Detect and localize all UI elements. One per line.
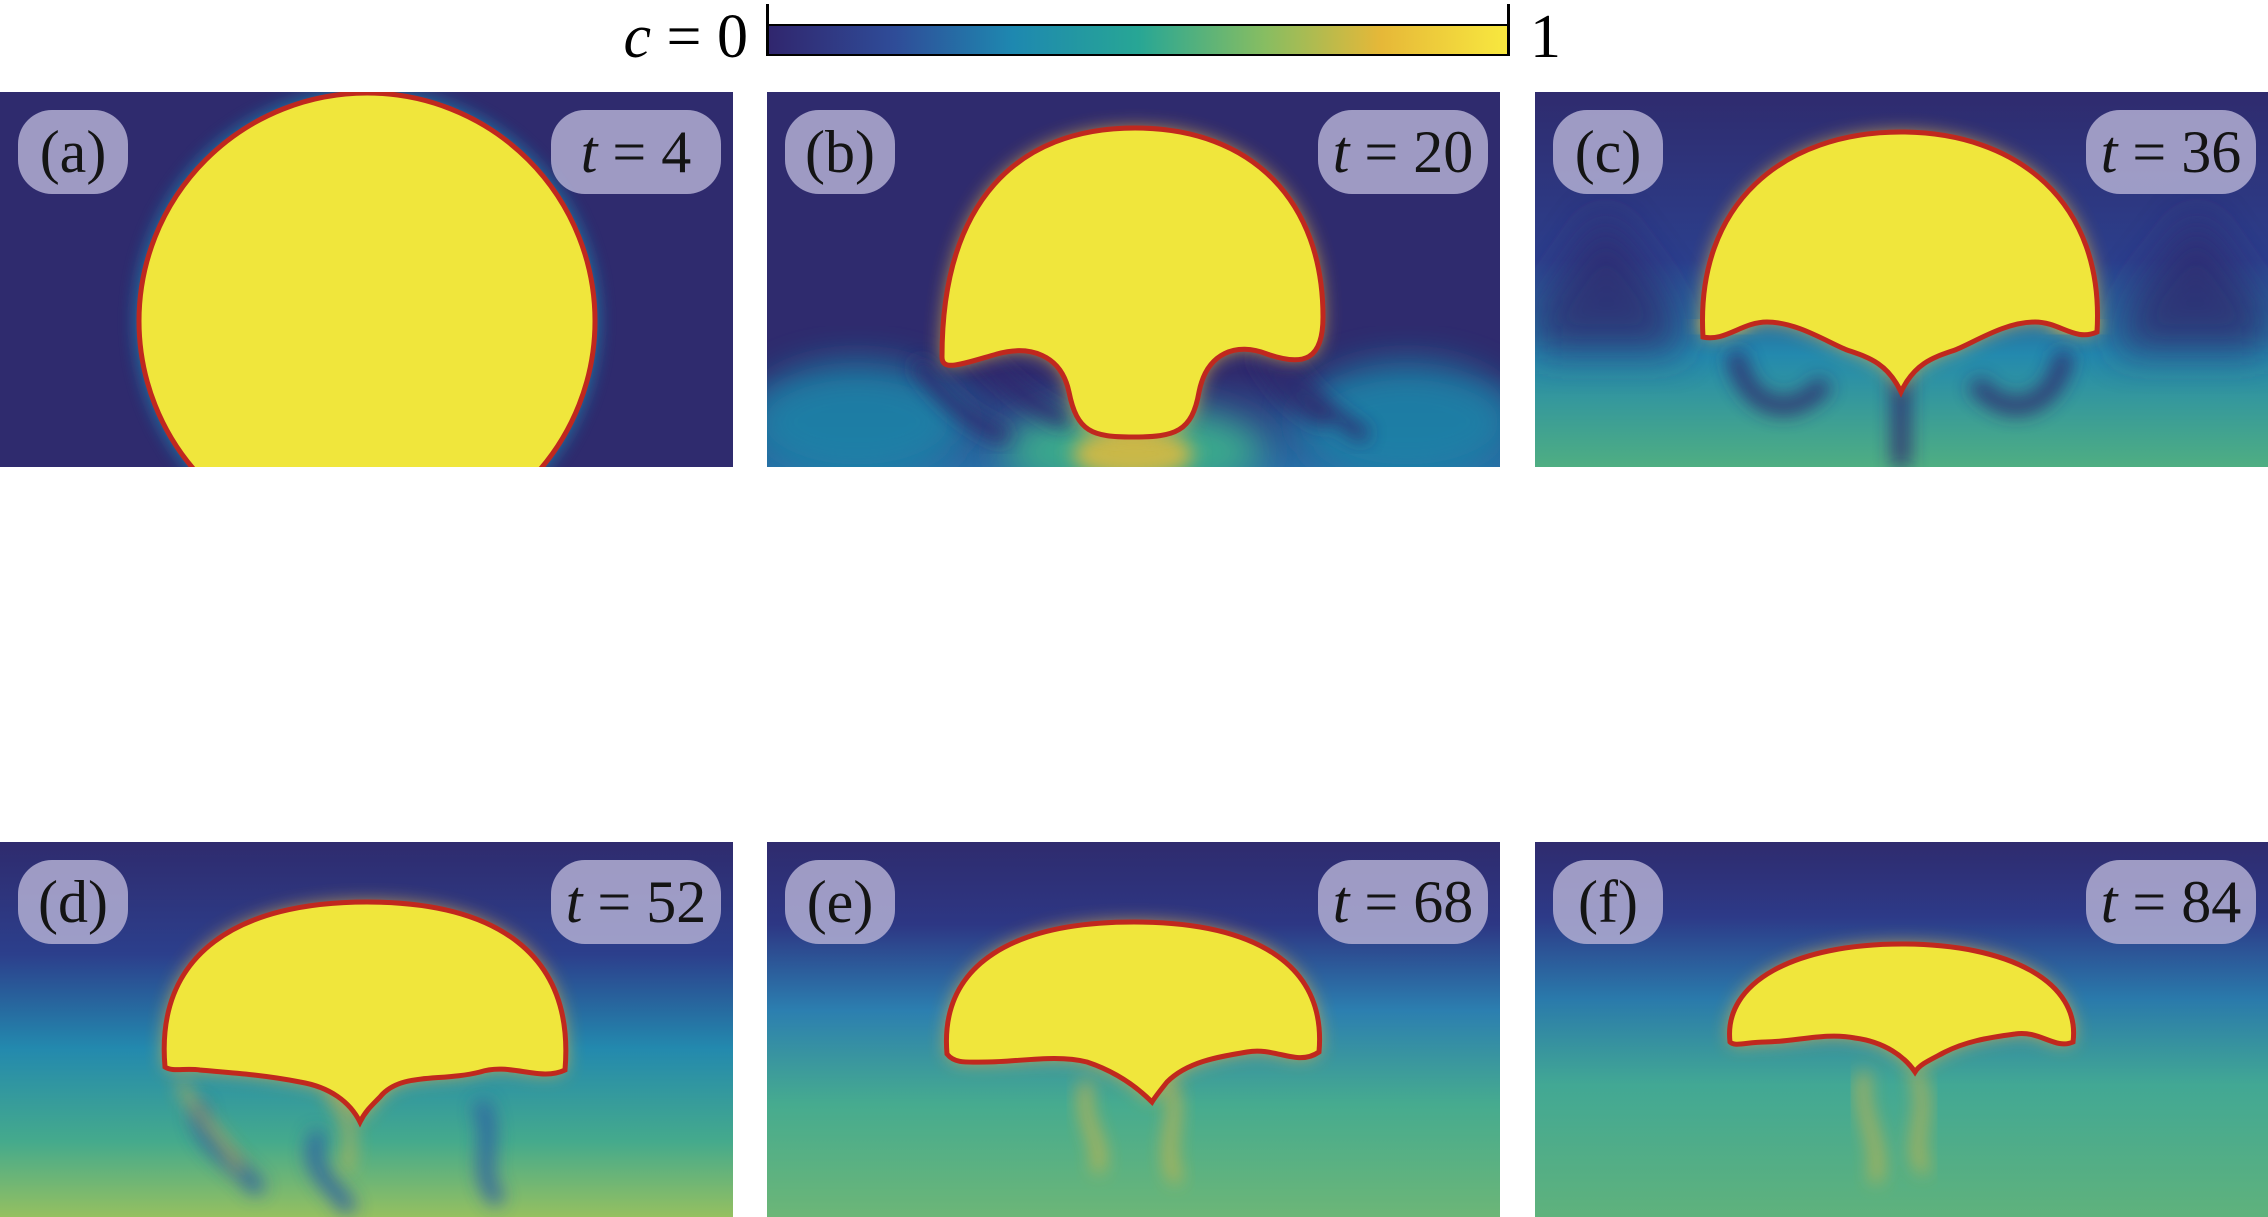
panel-e-label: (e) bbox=[785, 860, 895, 944]
panel-f: (f) t = 84 bbox=[1535, 842, 2268, 1217]
colorbar-max-label: 1 bbox=[1530, 3, 1561, 71]
panel-d-time-var: t bbox=[565, 869, 583, 935]
panel-c-time: t = 36 bbox=[2086, 110, 2256, 194]
panel-b: (b) t = 20 bbox=[767, 92, 1500, 467]
colorbar-tick-left bbox=[766, 4, 769, 56]
panel-e-time-val: = 68 bbox=[1349, 869, 1474, 935]
panel-c-time-var: t bbox=[2100, 119, 2118, 185]
panel-e-time: t = 68 bbox=[1318, 860, 1488, 944]
panel-e: (e) t = 68 bbox=[767, 842, 1500, 1217]
colorbar-gradient bbox=[767, 24, 1509, 56]
panel-c: (c) t = 36 bbox=[1535, 92, 2268, 467]
panel-d-time: t = 52 bbox=[551, 860, 721, 944]
panel-c-time-val: = 36 bbox=[2117, 119, 2242, 185]
colorbar-min-label: c = 0 bbox=[600, 2, 749, 72]
panel-a-time: t = 4 bbox=[551, 110, 721, 194]
colorbar-min-value: = 0 bbox=[651, 3, 748, 71]
colorbar-tick-right bbox=[1507, 4, 1510, 56]
panel-d-label: (d) bbox=[18, 860, 128, 944]
panel-d-time-val: = 52 bbox=[582, 869, 707, 935]
panel-a: (a) t = 4 bbox=[0, 92, 733, 467]
panel-a-time-val: = 4 bbox=[597, 119, 692, 185]
panel-b-field bbox=[767, 92, 1500, 467]
panel-b-time-var: t bbox=[1332, 119, 1350, 185]
panel-c-label: (c) bbox=[1553, 110, 1663, 194]
panel-b-label: (b) bbox=[785, 110, 895, 194]
panel-d: (d) t = 52 bbox=[0, 842, 733, 1217]
panel-e-time-var: t bbox=[1332, 869, 1350, 935]
panel-a-time-var: t bbox=[580, 119, 598, 185]
colorbar: c = 0 1 bbox=[0, 0, 2268, 80]
panel-b-time: t = 20 bbox=[1318, 110, 1488, 194]
panel-b-time-val: = 20 bbox=[1349, 119, 1474, 185]
panel-a-label: (a) bbox=[18, 110, 128, 194]
panel-f-label: (f) bbox=[1553, 860, 1663, 944]
panel-f-time: t = 84 bbox=[2086, 860, 2256, 944]
panel-f-time-val: = 84 bbox=[2117, 869, 2242, 935]
panel-f-time-var: t bbox=[2100, 869, 2118, 935]
colorbar-variable: c bbox=[623, 3, 652, 71]
